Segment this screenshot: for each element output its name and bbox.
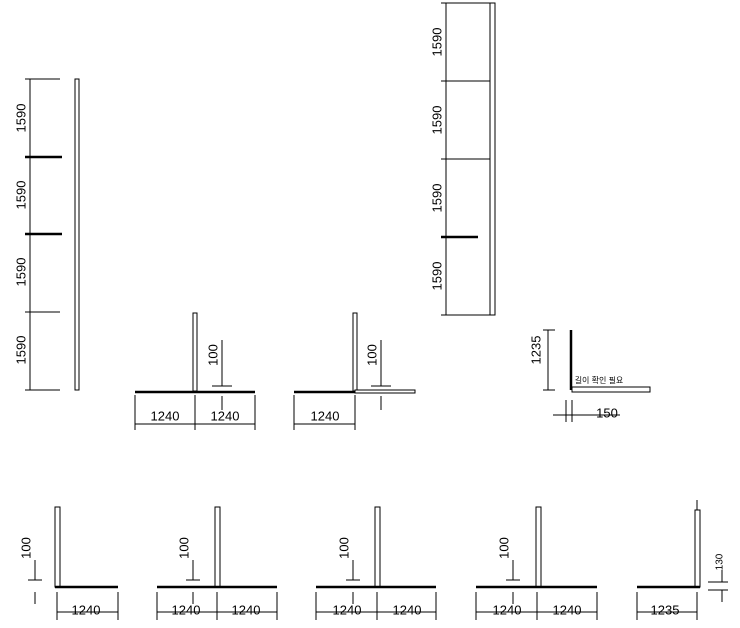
dimension-labels: 1590 1590 1590 1590 1590 1590 1590 1590 100 1240 1… bbox=[13, 28, 725, 618]
vertical-dimension-label: 1590 bbox=[13, 181, 28, 210]
corner-detail-drawing bbox=[543, 329, 651, 422]
horizontal-dimension-label: 1240 bbox=[493, 602, 522, 617]
vertical-dimension-label: 1590 bbox=[429, 262, 444, 291]
vertical-dimension-label: 100 bbox=[496, 537, 511, 559]
horizontal-dimension-label: 1240 bbox=[172, 602, 201, 617]
vertical-dimension-label: 1590 bbox=[429, 184, 444, 213]
vertical-dimension-label: 130 bbox=[715, 553, 726, 570]
vertical-dimension-label: 1235 bbox=[528, 336, 543, 365]
horizontal-dimension-label: 1240 bbox=[211, 408, 240, 423]
left-column-drawing bbox=[25, 78, 80, 391]
horizontal-dimension-label: 1240 bbox=[311, 408, 340, 423]
vertical-dimension-label: 1590 bbox=[13, 104, 28, 133]
horizontal-dimension-label: 150 bbox=[596, 405, 618, 420]
vertical-dimension-label: 1590 bbox=[429, 28, 444, 57]
detail-2-drawing bbox=[293, 312, 416, 430]
detail-1-drawing bbox=[134, 312, 256, 430]
vertical-dimension-label: 100 bbox=[205, 344, 220, 366]
horizontal-dimension-label: 1240 bbox=[72, 602, 101, 617]
horizontal-dimension-label: 1240 bbox=[333, 602, 362, 617]
vertical-dimension-label: 100 bbox=[364, 344, 379, 366]
horizontal-dimension-label: 1240 bbox=[393, 602, 422, 617]
vertical-dimension-label: 1590 bbox=[13, 336, 28, 365]
bottom-details-drawing bbox=[28, 500, 728, 620]
horizontal-dimension-label: 1240 bbox=[553, 602, 582, 617]
vertical-dimension-label: 1590 bbox=[429, 106, 444, 135]
horizontal-dimension-label: 1235 bbox=[651, 602, 680, 617]
horizontal-dimension-label: 1240 bbox=[232, 602, 261, 617]
horizontal-dimension-label: 길이 확인 필요 bbox=[575, 375, 624, 385]
right-column-drawing bbox=[441, 2, 496, 316]
vertical-dimension-label: 1590 bbox=[13, 258, 28, 287]
vertical-dimension-label: 100 bbox=[18, 537, 33, 559]
vertical-dimension-label: 100 bbox=[336, 537, 351, 559]
horizontal-dimension-label: 1240 bbox=[151, 408, 180, 423]
vertical-dimension-label: 100 bbox=[176, 537, 191, 559]
